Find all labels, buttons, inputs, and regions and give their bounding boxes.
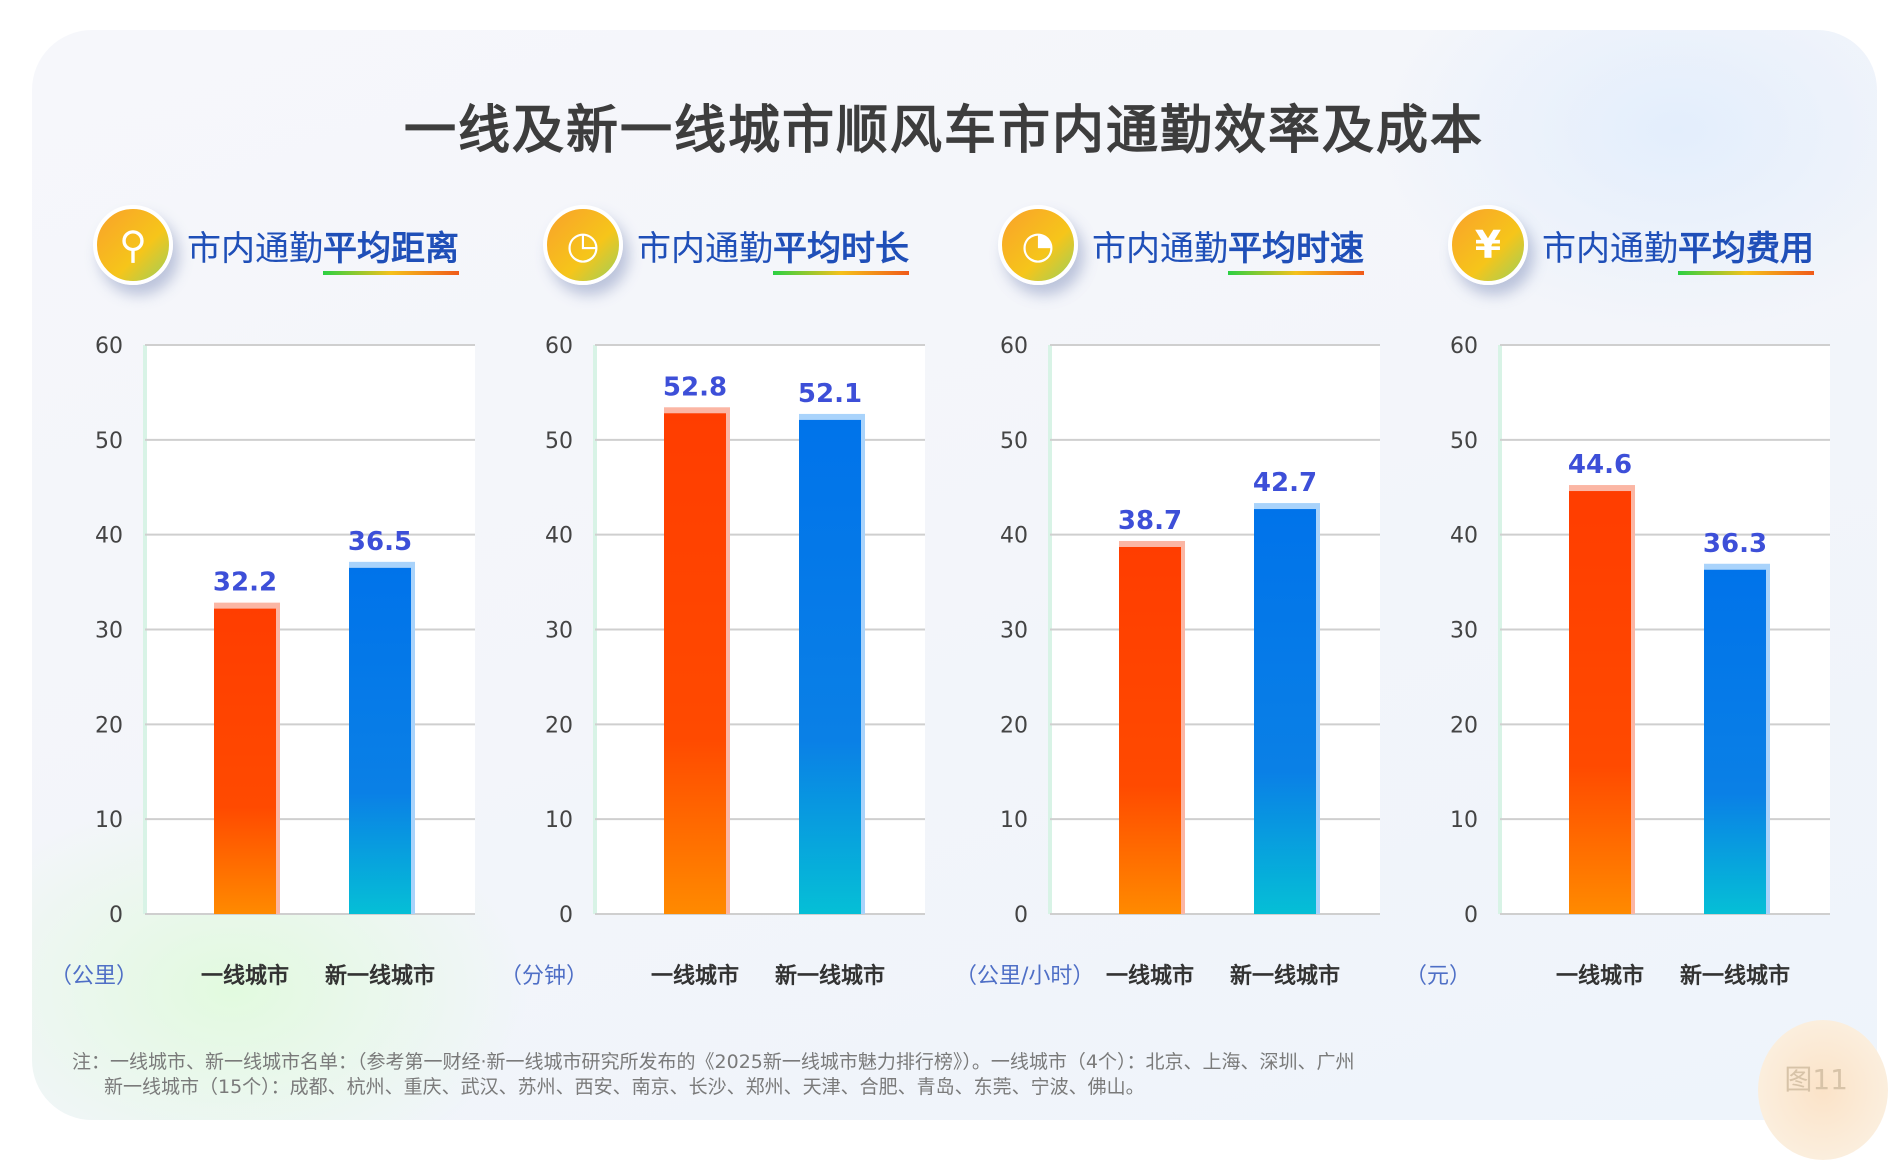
data-label: 52.1	[798, 379, 862, 409]
y-tick-label: 10	[1450, 808, 1478, 833]
bar-first-tier	[214, 608, 276, 914]
y-tick-label: 0	[109, 903, 123, 928]
y-tick-label: 50	[1450, 429, 1478, 454]
panel-header: ⚲ 市内通勤平均距离	[93, 205, 459, 285]
bar-first-tier	[1569, 491, 1631, 914]
bar-first-tier	[664, 413, 726, 914]
panel-header: ◔ 市内通勤平均时速	[998, 205, 1364, 285]
unit-label: （元）	[1405, 964, 1472, 989]
y-tick-label: 10	[545, 808, 573, 833]
footnote: 注：一线城市、新一线城市名单：（参考第一财经·新一线城市研究所发布的《2025新…	[72, 1050, 1355, 1100]
page-title: 一线及新一线城市顺风车市内通勤效率及成本	[403, 101, 1484, 161]
footnote-line-1: 注：一线城市、新一线城市名单：（参考第一财经·新一线城市研究所发布的《2025新…	[72, 1051, 1355, 1073]
y-tick-label: 0	[1014, 903, 1028, 928]
y-tick-label: 50	[1000, 429, 1028, 454]
y-tick-label: 40	[95, 524, 123, 549]
x-category-label: 一线城市	[1105, 964, 1194, 989]
footnote-line-2: 新一线城市（15个）：成都、杭州、重庆、武汉、苏州、西安、南京、长沙、郑州、天津…	[104, 1076, 1145, 1098]
y-tick-label: 10	[1000, 808, 1028, 833]
panel-title: 市内通勤平均时长	[637, 228, 909, 269]
panel-header: ¥ 市内通勤平均费用	[1448, 205, 1814, 285]
bar-new-first-tier	[799, 419, 861, 914]
data-label: 42.7	[1253, 468, 1317, 498]
y-tick-label: 30	[1450, 619, 1478, 644]
y-tick-label: 20	[95, 713, 123, 738]
x-category-label: 新一线城市	[1229, 964, 1340, 989]
bar-charts: 0 10 20 30 40 50 60 32.2 36.5 0 10 20 30 40 50 60 52.8 52…	[95, 334, 1830, 928]
y-tick-label: 40	[545, 524, 573, 549]
x-category-label: 一线城市	[1555, 964, 1644, 989]
y-tick-label: 60	[1450, 334, 1478, 359]
data-label: 44.6	[1568, 450, 1632, 480]
figure-label: 图11	[1784, 1063, 1848, 1096]
y-tick-label: 50	[95, 429, 123, 454]
data-label: 52.8	[663, 372, 727, 402]
panel-title: 市内通勤平均时速	[1092, 228, 1364, 269]
y-tick-label: 0	[1464, 903, 1478, 928]
y-tick-label: 30	[95, 619, 123, 644]
data-label: 36.3	[1703, 529, 1767, 559]
y-tick-label: 30	[545, 619, 573, 644]
bar-new-first-tier	[1704, 569, 1766, 914]
data-label: 32.2	[213, 568, 277, 598]
x-category-label: 新一线城市	[774, 964, 885, 989]
y-tick-label: 60	[545, 334, 573, 359]
y-tick-label: 30	[1000, 619, 1028, 644]
x-category-label: 一线城市	[650, 964, 739, 989]
y-tick-label: 20	[1450, 713, 1478, 738]
x-category-label: 新一线城市	[1679, 964, 1790, 989]
y-tick-label: 60	[95, 334, 123, 359]
y-tick-label: 60	[1000, 334, 1028, 359]
y-tick-label: 0	[559, 903, 573, 928]
y-tick-label: 40	[1000, 524, 1028, 549]
yuan-coin-icon: ¥	[1448, 205, 1528, 285]
y-tick-label: 10	[95, 808, 123, 833]
unit-label: （公里/小时）	[955, 964, 1095, 989]
speedometer-icon: ◔	[998, 205, 1078, 285]
clock-icon: ◷	[543, 205, 623, 285]
y-tick-label: 20	[1000, 713, 1028, 738]
y-tick-label: 50	[545, 429, 573, 454]
route-pin-icon: ⚲	[93, 205, 173, 285]
x-category-label: 新一线城市	[324, 964, 435, 989]
bar-new-first-tier	[349, 567, 411, 914]
panel-title: 市内通勤平均距离	[187, 228, 459, 269]
data-label: 36.5	[348, 527, 412, 557]
unit-label: （分钟）	[500, 964, 589, 989]
bar-first-tier	[1119, 546, 1181, 914]
data-label: 38.7	[1118, 506, 1182, 536]
unit-label: （公里）	[50, 964, 139, 989]
y-tick-label: 40	[1450, 524, 1478, 549]
y-tick-label: 20	[545, 713, 573, 738]
panel-title: 市内通勤平均费用	[1542, 228, 1814, 269]
x-category-label: 一线城市	[200, 964, 289, 989]
panel-header: ◷ 市内通勤平均时长	[543, 205, 909, 285]
bar-new-first-tier	[1254, 509, 1316, 914]
